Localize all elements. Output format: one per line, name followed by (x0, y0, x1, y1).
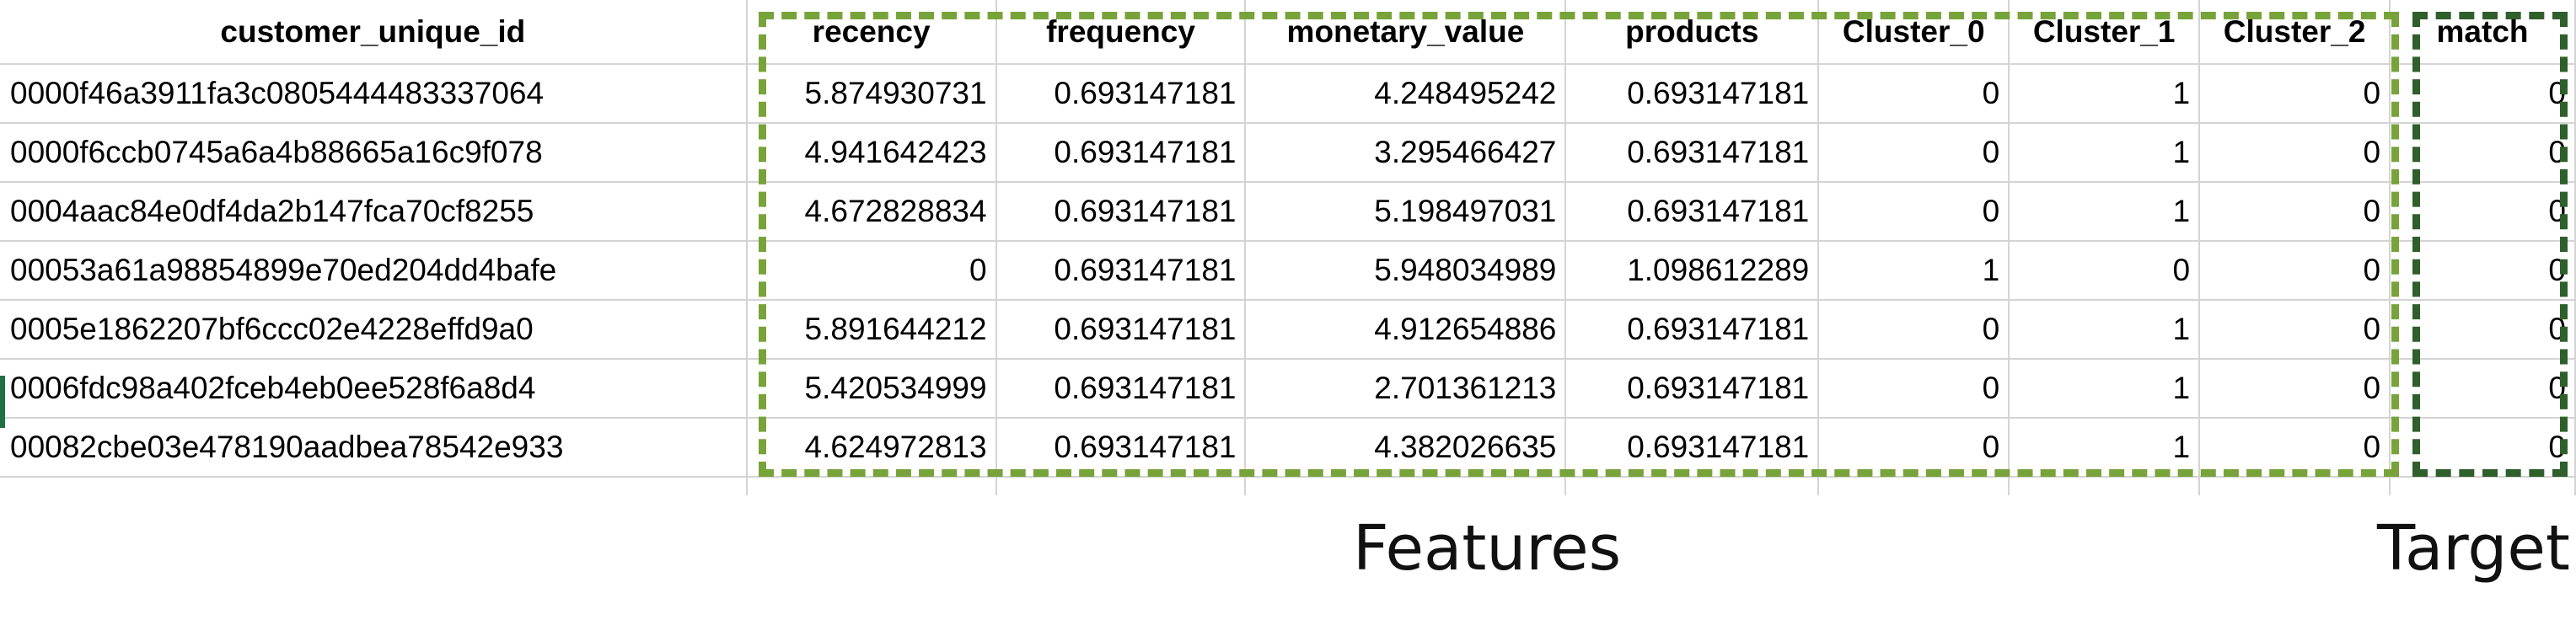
cell-match[interactable]: 0 (2390, 359, 2576, 419)
cell-match[interactable]: 0 (2390, 418, 2576, 478)
cell-cluster-1[interactable]: 1 (2009, 418, 2201, 478)
empty-cell[interactable] (0, 477, 748, 495)
cell-customer-id[interactable]: 0004aac84e0df4da2b147fca70cf8255 (0, 182, 748, 242)
cell-cluster-2[interactable]: 0 (2199, 300, 2391, 360)
cell-customer-id[interactable]: 0005e1862207bf6ccc02e4228effd9a0 (0, 300, 748, 360)
cell-products[interactable]: 0.693147181 (1565, 359, 1820, 419)
cell-cluster-0[interactable]: 0 (1818, 300, 2010, 360)
cell-products[interactable]: 0.693147181 (1565, 182, 1820, 242)
cell-products[interactable]: 0.693147181 (1565, 64, 1820, 124)
cell-recency[interactable]: 5.420534999 (746, 359, 997, 419)
cell-cluster-2[interactable]: 0 (2199, 182, 2391, 242)
cell-match[interactable]: 0 (2390, 123, 2576, 183)
cell-products[interactable]: 0.693147181 (1565, 418, 1820, 478)
table-row: 0004aac84e0df4da2b147fca70cf8255 4.67282… (0, 182, 2576, 242)
cell-cluster-0[interactable]: 0 (1818, 64, 2010, 124)
table-row: 0005e1862207bf6ccc02e4228effd9a0 5.89164… (0, 300, 2576, 360)
cell-monetary-value[interactable]: 2.701361213 (1245, 359, 1567, 419)
cell-cluster-1[interactable]: 1 (2009, 359, 2201, 419)
cell-customer-id[interactable]: 00082cbe03e478190aadbea78542e933 (0, 418, 748, 478)
cell-frequency[interactable]: 0.693147181 (996, 241, 1247, 301)
cell-monetary-value[interactable]: 5.198497031 (1245, 182, 1567, 242)
cell-frequency[interactable]: 0.693147181 (996, 418, 1247, 478)
empty-cell[interactable] (1245, 477, 1567, 495)
header-recency[interactable]: recency (746, 0, 997, 65)
empty-cell[interactable] (2009, 477, 2201, 495)
cell-cluster-1[interactable]: 1 (2009, 64, 2201, 124)
cell-match[interactable]: 0 (2390, 241, 2576, 301)
empty-cell[interactable] (1818, 477, 2010, 495)
cell-customer-id[interactable]: 0000f46a3911fa3c0805444483337064 (0, 64, 748, 124)
header-match[interactable]: match (2390, 0, 2576, 65)
cell-cluster-2[interactable]: 0 (2199, 64, 2391, 124)
table-row: 00082cbe03e478190aadbea78542e933 4.62497… (0, 418, 2576, 478)
cell-recency[interactable]: 5.891644212 (746, 300, 997, 360)
header-cluster-0[interactable]: Cluster_0 (1818, 0, 2010, 65)
cell-cluster-0[interactable]: 0 (1818, 418, 2010, 478)
header-cluster-1[interactable]: Cluster_1 (2009, 0, 2201, 65)
cell-recency[interactable]: 4.672828834 (746, 182, 997, 242)
data-table: customer_unique_id recency frequency mon… (0, 0, 2576, 495)
cell-recency[interactable]: 0 (746, 241, 997, 301)
header-frequency[interactable]: frequency (996, 0, 1247, 65)
active-row-marker (0, 376, 5, 428)
cell-cluster-2[interactable]: 0 (2199, 241, 2391, 301)
header-row: customer_unique_id recency frequency mon… (0, 0, 2576, 65)
features-caption: Features (1353, 512, 1622, 585)
cell-recency[interactable]: 4.624972813 (746, 418, 997, 478)
cell-cluster-0[interactable]: 1 (1818, 241, 2010, 301)
cell-frequency[interactable]: 0.693147181 (996, 300, 1247, 360)
cell-monetary-value[interactable]: 4.382026635 (1245, 418, 1567, 478)
cell-customer-id[interactable]: 0000f6ccb0745a6a4b88665a16c9f078 (0, 123, 748, 183)
table-row: 00053a61a98854899e70ed204dd4bafe 0 0.693… (0, 241, 2576, 301)
cell-products[interactable]: 0.693147181 (1565, 300, 1820, 360)
cell-products[interactable]: 0.693147181 (1565, 123, 1820, 183)
cell-cluster-2[interactable]: 0 (2199, 418, 2391, 478)
empty-cell[interactable] (2390, 477, 2576, 495)
cell-monetary-value[interactable]: 4.248495242 (1245, 64, 1567, 124)
cell-cluster-2[interactable]: 0 (2199, 359, 2391, 419)
header-customer-unique-id[interactable]: customer_unique_id (0, 0, 748, 65)
cell-cluster-1[interactable]: 0 (2009, 241, 2201, 301)
cell-frequency[interactable]: 0.693147181 (996, 182, 1247, 242)
cell-cluster-0[interactable]: 0 (1818, 182, 2010, 242)
cell-monetary-value[interactable]: 3.295466427 (1245, 123, 1567, 183)
target-caption: Target (2377, 512, 2570, 585)
header-products[interactable]: products (1565, 0, 1820, 65)
cell-products[interactable]: 1.098612289 (1565, 241, 1820, 301)
cell-match[interactable]: 0 (2390, 300, 2576, 360)
cell-match[interactable]: 0 (2390, 182, 2576, 242)
cell-cluster-0[interactable]: 0 (1818, 359, 2010, 419)
cell-match[interactable]: 0 (2390, 64, 2576, 124)
cell-monetary-value[interactable]: 4.912654886 (1245, 300, 1567, 360)
empty-cell[interactable] (996, 477, 1247, 495)
cell-cluster-1[interactable]: 1 (2009, 300, 2201, 360)
cell-cluster-2[interactable]: 0 (2199, 123, 2391, 183)
empty-cell[interactable] (746, 477, 997, 495)
header-monetary-value[interactable]: monetary_value (1245, 0, 1567, 65)
cell-cluster-1[interactable]: 1 (2009, 182, 2201, 242)
partial-row (0, 477, 2576, 495)
empty-cell[interactable] (1565, 477, 1820, 495)
empty-cell[interactable] (2199, 477, 2391, 495)
cell-recency[interactable]: 4.941642423 (746, 123, 997, 183)
cell-cluster-1[interactable]: 1 (2009, 123, 2201, 183)
header-cluster-2[interactable]: Cluster_2 (2199, 0, 2391, 65)
cell-customer-id[interactable]: 0006fdc98a402fceb4eb0ee528f6a8d4 (0, 359, 748, 419)
cell-frequency[interactable]: 0.693147181 (996, 64, 1247, 124)
table-row: 0006fdc98a402fceb4eb0ee528f6a8d4 5.42053… (0, 359, 2576, 419)
cell-frequency[interactable]: 0.693147181 (996, 359, 1247, 419)
cell-frequency[interactable]: 0.693147181 (996, 123, 1247, 183)
cell-customer-id[interactable]: 00053a61a98854899e70ed204dd4bafe (0, 241, 748, 301)
table-row: 0000f46a3911fa3c0805444483337064 5.87493… (0, 64, 2576, 124)
cell-monetary-value[interactable]: 5.948034989 (1245, 241, 1567, 301)
cell-recency[interactable]: 5.874930731 (746, 64, 997, 124)
cell-cluster-0[interactable]: 0 (1818, 123, 2010, 183)
table-row: 0000f6ccb0745a6a4b88665a16c9f078 4.94164… (0, 123, 2576, 183)
